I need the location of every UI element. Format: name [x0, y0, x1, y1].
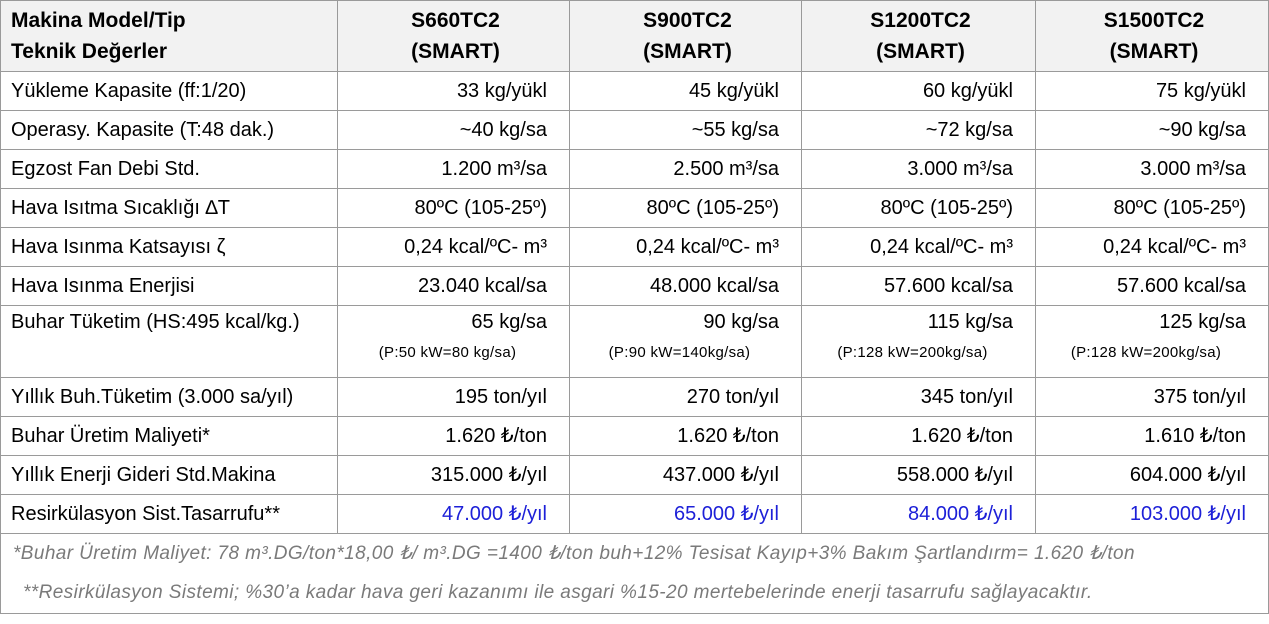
value-cell: 2.500 m³/sa: [569, 149, 802, 189]
value-sub: (P:50 kW=80 kg/sa): [378, 344, 517, 361]
value-main: 125 kg/sa: [1159, 311, 1246, 333]
value-cell: 23.040 kcal/sa: [337, 266, 570, 306]
model-header-s900tc2: S900TC2 (SMART): [569, 0, 802, 72]
model-name: S1500TC2: [1103, 9, 1205, 32]
footnote-recirculation: **Resirkülasyon Sistemi; %30’a kadar hav…: [0, 574, 1269, 614]
value-cell: ~40 kg/sa: [337, 110, 570, 150]
model-name: S660TC2: [411, 9, 500, 32]
savings-value-cell: 84.000 ₺/yıl: [801, 494, 1036, 534]
row-annual-energy-cost: Yıllık Enerji Gideri Std.Makina 315.000 …: [0, 455, 1269, 495]
header-label-line2: Teknik Değerler: [11, 40, 168, 63]
footnote-row-1: *Buhar Üretim Maliyet: 78 m³.DG/ton*18,0…: [0, 533, 1269, 574]
row-exhaust-fan-flow: Egzost Fan Debi Std. 1.200 m³/sa 2.500 m…: [0, 149, 1269, 189]
row-operation-capacity: Operasy. Kapasite (T:48 dak.) ~40 kg/sa …: [0, 110, 1269, 150]
row-label: Yükleme Kapasite (ff:1/20): [0, 71, 338, 111]
value-cell: 33 kg/yükl: [337, 71, 570, 111]
row-air-heating-coefficient: Hava Isınma Katsayısı ζ 0,24 kcal/ºC- m³…: [0, 227, 1269, 267]
model-name: S1200TC2: [870, 9, 971, 32]
model-header-s1500tc2: S1500TC2 (SMART): [1035, 0, 1269, 72]
value-cell: ~55 kg/sa: [569, 110, 802, 150]
value-cell: 315.000 ₺/yıl: [337, 455, 570, 495]
value-cell: 45 kg/yükl: [569, 71, 802, 111]
row-label: Operasy. Kapasite (T:48 dak.): [0, 110, 338, 150]
row-label: Hava Isınma Katsayısı ζ: [0, 227, 338, 267]
row-steam-consumption: Buhar Tüketim (HS:495 kcal/kg.) 65 kg/sa…: [0, 305, 1269, 378]
row-label: Egzost Fan Debi Std.: [0, 149, 338, 189]
row-label: Hava Isıtma Sıcaklığı ∆T: [0, 188, 338, 228]
value-cell: ~90 kg/sa: [1035, 110, 1269, 150]
footnote-cost: *Buhar Üretim Maliyet: 78 m³.DG/ton*18,0…: [0, 533, 1269, 574]
value-main: 90 kg/sa: [703, 311, 779, 333]
value-sub: (P:128 kW=200kg/sa): [1070, 344, 1222, 361]
value-cell: 65 kg/sa (P:50 kW=80 kg/sa): [337, 305, 570, 378]
savings-value-cell: 47.000 ₺/yıl: [337, 494, 570, 534]
row-label: Resirkülasyon Sist.Tasarrufu**: [0, 494, 338, 534]
value-cell: 80ºC (105-25º): [337, 188, 570, 228]
model-variant: (SMART): [411, 40, 500, 63]
value-cell: ~72 kg/sa: [801, 110, 1036, 150]
value-cell: 48.000 kcal/sa: [569, 266, 802, 306]
value-cell: 3.000 m³/sa: [801, 149, 1036, 189]
row-steam-production-cost: Buhar Üretim Maliyeti* 1.620 ₺/ton 1.620…: [0, 416, 1269, 456]
value-cell: 375 ton/yıl: [1035, 377, 1269, 417]
row-air-heating-temp: Hava Isıtma Sıcaklığı ∆T 80ºC (105-25º) …: [0, 188, 1269, 228]
value-cell: 0,24 kcal/ºC- m³: [569, 227, 802, 267]
value-cell: 195 ton/yıl: [337, 377, 570, 417]
row-recirculation-savings: Resirkülasyon Sist.Tasarrufu** 47.000 ₺/…: [0, 494, 1269, 534]
model-header-s1200tc2: S1200TC2 (SMART): [801, 0, 1036, 72]
value-cell: 345 ton/yıl: [801, 377, 1036, 417]
value-main: 115 kg/sa: [927, 311, 1013, 333]
header-row: Makina Model/Tip Teknik Değerler S660TC2…: [0, 0, 1269, 72]
value-main: 65 kg/sa: [471, 311, 547, 333]
value-cell: 115 kg/sa (P:128 kW=200kg/sa): [801, 305, 1036, 378]
value-cell: 270 ton/yıl: [569, 377, 802, 417]
header-label-line1: Makina Model/Tip: [11, 9, 186, 32]
value-cell: 75 kg/yükl: [1035, 71, 1269, 111]
row-annual-steam-consumption: Yıllık Buh.Tüketim (3.000 sa/yıl) 195 to…: [0, 377, 1269, 417]
row-loading-capacity: Yükleme Kapasite (ff:1/20) 33 kg/yükl 45…: [0, 71, 1269, 111]
value-sub: (P:128 kW=200kg/sa): [837, 344, 988, 361]
model-variant: (SMART): [643, 40, 732, 63]
row-label: Yıllık Enerji Gideri Std.Makina: [0, 455, 338, 495]
value-sub: (P:90 kW=140kg/sa): [608, 344, 751, 361]
savings-value-cell: 65.000 ₺/yıl: [569, 494, 802, 534]
value-cell: 0,24 kcal/ºC- m³: [801, 227, 1036, 267]
value-cell: 0,24 kcal/ºC- m³: [337, 227, 570, 267]
value-cell: 437.000 ₺/yıl: [569, 455, 802, 495]
value-cell: 1.200 m³/sa: [337, 149, 570, 189]
row-label: Buhar Üretim Maliyeti*: [0, 416, 338, 456]
value-cell: 57.600 kcal/sa: [1035, 266, 1269, 306]
model-variant: (SMART): [876, 40, 965, 63]
footnote-row-2: **Resirkülasyon Sistemi; %30’a kadar hav…: [0, 574, 1269, 614]
value-cell: 1.620 ₺/ton: [569, 416, 802, 456]
value-cell: 80ºC (105-25º): [1035, 188, 1269, 228]
header-label-cell: Makina Model/Tip Teknik Değerler: [0, 0, 338, 72]
row-label: Buhar Tüketim (HS:495 kcal/kg.): [0, 305, 338, 378]
row-label: Yıllık Buh.Tüketim (3.000 sa/yıl): [0, 377, 338, 417]
row-label: Hava Isınma Enerjisi: [0, 266, 338, 306]
value-cell: 90 kg/sa (P:90 kW=140kg/sa): [569, 305, 802, 378]
value-cell: 1.620 ₺/ton: [801, 416, 1036, 456]
value-cell: 0,24 kcal/ºC- m³: [1035, 227, 1269, 267]
value-cell: 3.000 m³/sa: [1035, 149, 1269, 189]
value-cell: 80ºC (105-25º): [569, 188, 802, 228]
model-name: S900TC2: [643, 9, 732, 32]
value-cell: 604.000 ₺/yıl: [1035, 455, 1269, 495]
savings-value-cell: 103.000 ₺/yıl: [1035, 494, 1269, 534]
value-cell: 558.000 ₺/yıl: [801, 455, 1036, 495]
value-cell: 80ºC (105-25º): [801, 188, 1036, 228]
value-cell: 60 kg/yükl: [801, 71, 1036, 111]
value-cell: 57.600 kcal/sa: [801, 266, 1036, 306]
value-cell: 125 kg/sa (P:128 kW=200kg/sa): [1035, 305, 1269, 378]
value-cell: 1.620 ₺/ton: [337, 416, 570, 456]
model-header-s660tc2: S660TC2 (SMART): [337, 0, 570, 72]
model-variant: (SMART): [1109, 40, 1199, 63]
row-air-heating-energy: Hava Isınma Enerjisi 23.040 kcal/sa 48.0…: [0, 266, 1269, 306]
value-cell: 1.610 ₺/ton: [1035, 416, 1269, 456]
